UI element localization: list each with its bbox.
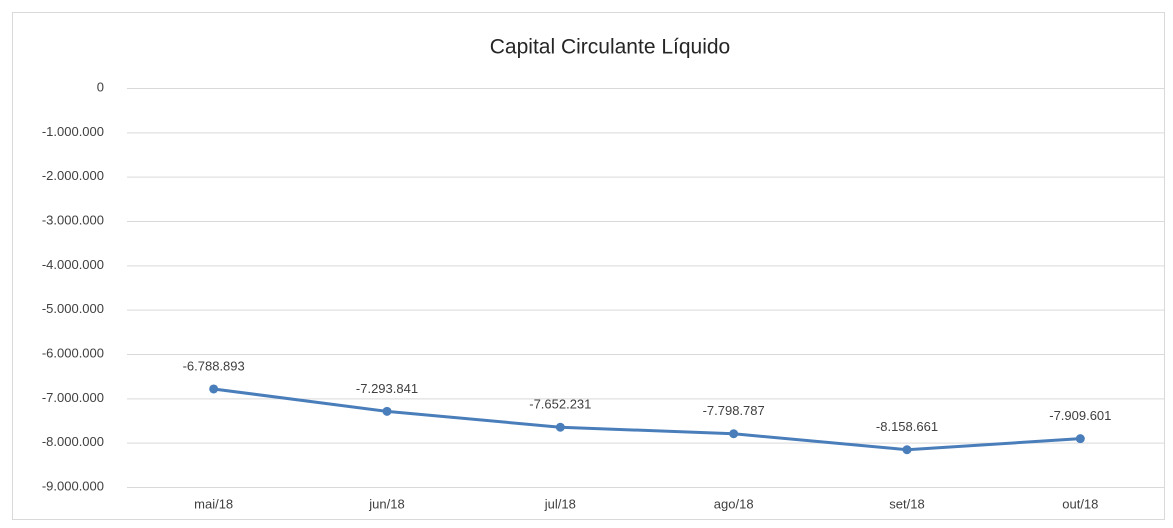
x-tick-label: out/18: [1062, 496, 1098, 511]
x-tick-label: set/18: [889, 496, 924, 511]
y-tick-label: -8.000.000: [42, 434, 104, 449]
y-tick-label: -3.000.000: [42, 212, 104, 227]
point: [729, 429, 739, 439]
y-tick-label: -1.000.000: [42, 124, 104, 139]
y-tick-label: -2.000.000: [42, 168, 104, 183]
data-label: -8.158.661: [876, 419, 938, 434]
chart-title: Capital Circulante Líquido: [490, 36, 730, 59]
point: [1075, 434, 1085, 444]
y-tick-label: -5.000.000: [42, 301, 104, 316]
data-label: -7.652.231: [529, 397, 591, 412]
x-tick-label: jul/18: [544, 496, 576, 511]
point: [382, 406, 392, 416]
point: [209, 384, 219, 394]
y-tick-label: -4.000.000: [42, 257, 104, 272]
y-tick-label: -9.000.000: [42, 478, 104, 493]
x-tick-label: ago/18: [714, 496, 754, 511]
data-label: -6.788.893: [183, 358, 245, 373]
data-label: -7.293.841: [356, 381, 418, 396]
x-tick-label: mai/18: [194, 496, 233, 511]
point: [555, 422, 565, 432]
line: [213, 387, 1081, 452]
y-tick-label: 0: [97, 79, 104, 94]
data-label: -7.798.787: [703, 403, 765, 418]
x-tick-label: jun/18: [368, 496, 404, 511]
y-tick-label: -6.000.000: [42, 345, 104, 360]
y-tick-label: -7.000.000: [42, 390, 104, 405]
point: [902, 445, 912, 455]
data-label: -7.909.601: [1049, 408, 1111, 423]
